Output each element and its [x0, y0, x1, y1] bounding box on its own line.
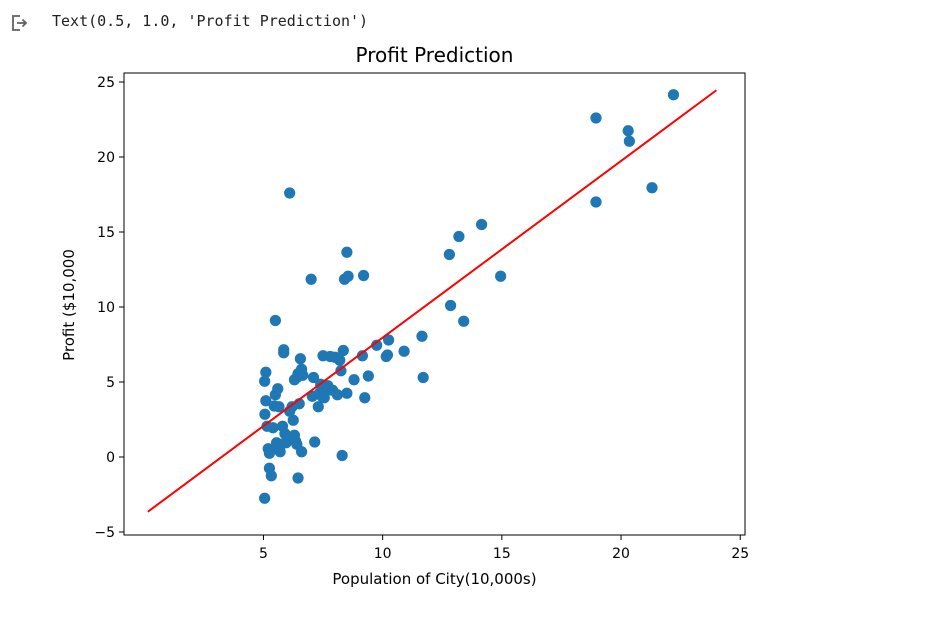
data-point	[371, 339, 383, 351]
y-tick-label: 25	[97, 75, 115, 91]
data-point	[495, 270, 507, 282]
x-tick-label: 15	[493, 546, 511, 562]
data-point	[623, 135, 635, 147]
data-point	[260, 395, 272, 407]
data-point	[259, 408, 271, 420]
data-point	[307, 371, 320, 384]
output-redirect-icon	[12, 15, 28, 31]
data-point	[297, 369, 309, 381]
plot-frame	[123, 72, 746, 536]
x-tick-label: 5	[259, 546, 268, 562]
data-point	[292, 472, 304, 484]
data-point	[336, 449, 348, 462]
data-point	[305, 273, 317, 285]
data-point	[288, 374, 301, 386]
data-point	[362, 370, 374, 382]
x-axis: 5 10 15 20 25	[259, 535, 749, 562]
y-tick-label: 5	[106, 375, 115, 391]
data-point	[348, 374, 360, 386]
data-point	[590, 112, 602, 124]
data-point	[260, 366, 272, 378]
data-point	[342, 270, 354, 282]
y-tick-label: −5	[94, 525, 115, 541]
data-point	[381, 349, 394, 361]
data-point	[383, 334, 395, 346]
plot-area	[147, 89, 717, 513]
data-point	[263, 447, 276, 459]
x-axis-title: Population of City(10,000s)	[332, 570, 536, 588]
output-text: Text(0.5, 1.0, 'Profit Prediction')	[52, 12, 369, 30]
data-point	[309, 436, 321, 448]
data-point	[357, 269, 370, 282]
data-point	[267, 422, 279, 434]
x-tick-label: 10	[374, 546, 392, 562]
y-tick-label: 10	[97, 300, 115, 316]
data-point	[259, 375, 271, 387]
data-point	[294, 353, 307, 365]
data-point	[334, 354, 346, 366]
data-point	[622, 125, 634, 137]
data-point	[335, 365, 347, 377]
data-point	[416, 330, 428, 342]
data-point	[265, 470, 277, 482]
data-point	[417, 371, 429, 384]
y-axis: −5 0 5 10 15 20 25	[94, 75, 124, 541]
y-tick-label: 15	[97, 225, 115, 241]
x-tick-label: 20	[612, 546, 630, 562]
data-point	[278, 344, 290, 356]
data-point	[337, 344, 349, 357]
data-point	[458, 315, 470, 327]
data-point	[398, 345, 410, 357]
data-point	[331, 389, 343, 401]
data-point	[453, 230, 465, 243]
regression-line	[147, 89, 717, 513]
data-point	[667, 89, 680, 101]
data-point	[475, 218, 488, 231]
data-point	[287, 414, 299, 426]
data-point	[312, 401, 324, 413]
data-point	[284, 187, 296, 199]
data-point	[444, 299, 457, 312]
data-point	[272, 383, 284, 395]
y-tick-label: 0	[106, 450, 115, 466]
data-point	[356, 350, 368, 362]
data-point	[269, 314, 281, 327]
data-point	[295, 446, 308, 458]
data-point	[341, 246, 353, 258]
data-point	[646, 182, 658, 194]
data-point	[590, 196, 602, 208]
x-tick-label: 25	[731, 546, 749, 562]
y-tick-label: 20	[97, 150, 115, 166]
data-point	[259, 492, 271, 504]
data-point	[443, 248, 455, 261]
data-point	[359, 392, 371, 404]
data-point	[341, 387, 353, 399]
data-point	[273, 401, 285, 413]
chart-title: Profit Prediction	[356, 43, 514, 67]
y-axis-title: Profit ($10,000	[60, 249, 78, 361]
